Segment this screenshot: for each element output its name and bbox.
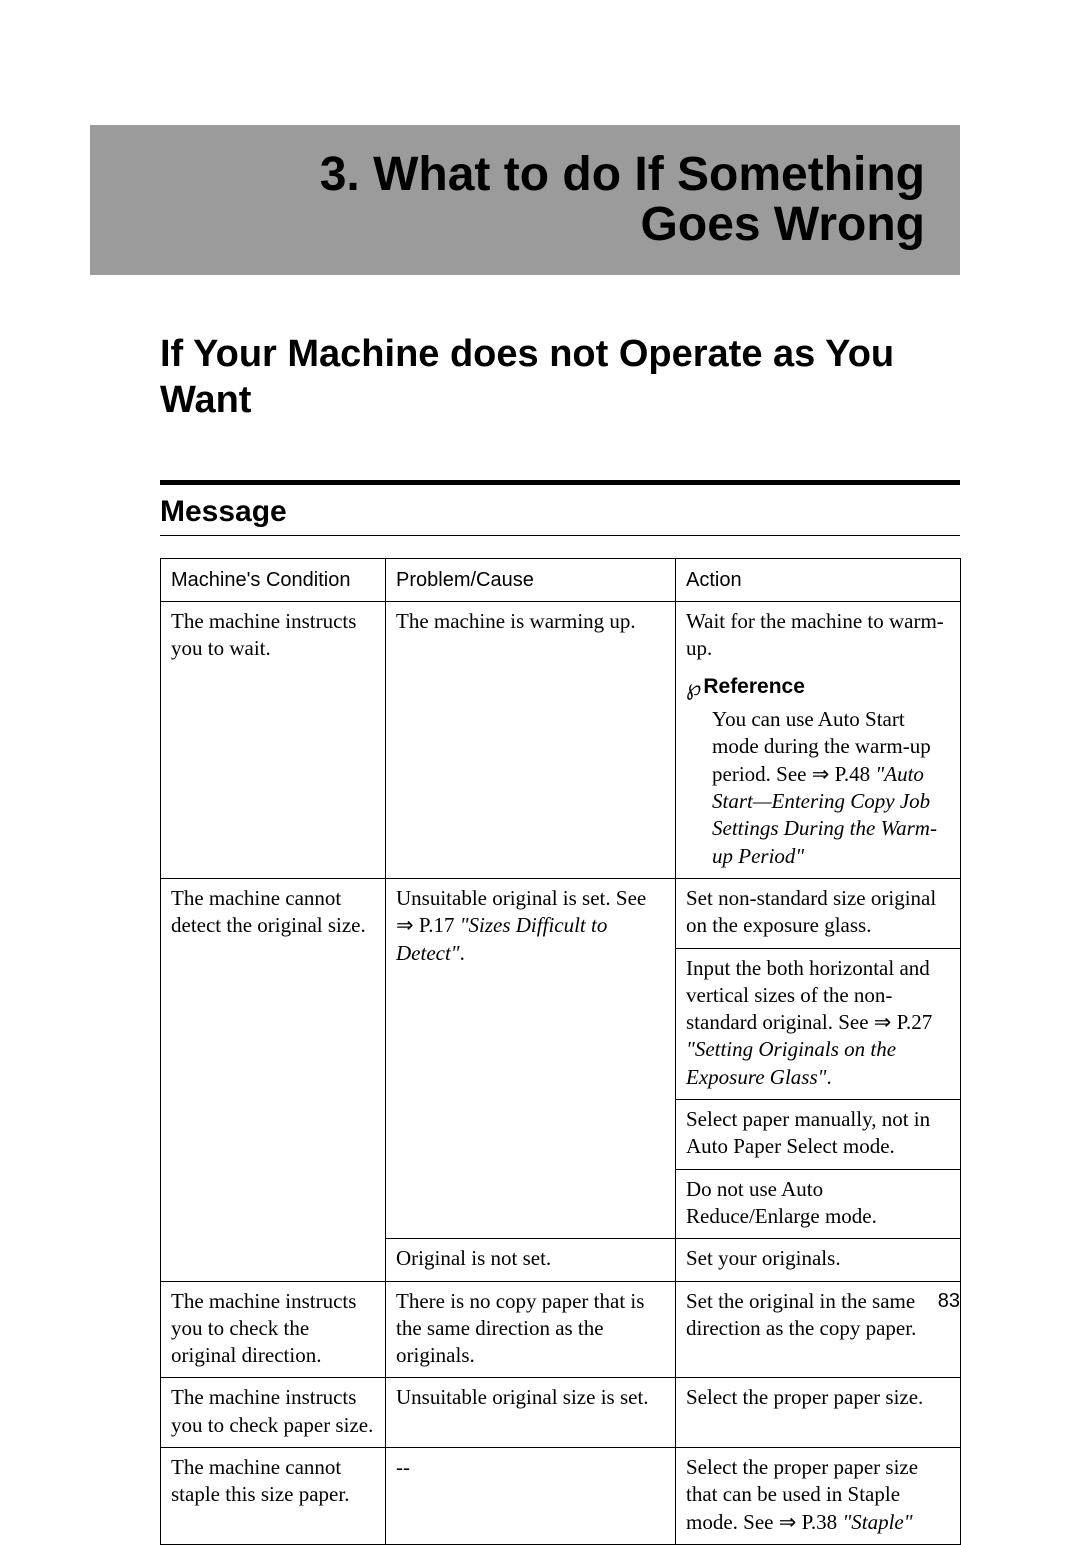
cell-condition: The machine instructs you to check the o… [161, 1281, 386, 1378]
chapter-title: 3. What to do If SomethingGoes Wrong [320, 150, 925, 251]
cell-action: Input the both horizontal and vertical s… [676, 948, 961, 1099]
chapter-title-text: What to do If SomethingGoes Wrong [373, 148, 925, 251]
table-row: The machine instructs you to check paper… [161, 1378, 961, 1448]
section-heading: If Your Machine does not Operate as You … [160, 332, 960, 423]
action-text: Input the both horizontal and vertical s… [686, 956, 932, 1035]
page-number: 83 [938, 1290, 960, 1313]
action-italic: "Staple" [842, 1510, 912, 1534]
table-row: The machine instructs you to wait. The m… [161, 602, 961, 879]
cell-action: Select the proper paper size. [676, 1378, 961, 1448]
action-post: . [826, 1065, 831, 1089]
cell-problem: -- [386, 1448, 676, 1545]
cell-problem: The machine is warming up. [386, 602, 676, 879]
col-header-problem: Problem/Cause [386, 559, 676, 602]
reference-icon: ℘ [686, 675, 701, 700]
col-header-action: Action [676, 559, 961, 602]
subsection-heading: Message [160, 495, 287, 529]
chapter-title-bar: 3. What to do If SomethingGoes Wrong [90, 125, 960, 275]
table-row: The machine instructs you to check the o… [161, 1281, 961, 1378]
action-italic: "Setting Originals on the Exposure Glass… [686, 1037, 896, 1088]
cell-problem: There is no copy paper that is the same … [386, 1281, 676, 1378]
cell-problem: Original is not set. [386, 1239, 676, 1281]
cell-condition: The machine cannot staple this size pape… [161, 1448, 386, 1545]
cell-problem: Unsuitable original is set. See ⇒ P.17 "… [386, 878, 676, 1238]
cell-condition: The machine instructs you to check paper… [161, 1378, 386, 1448]
col-header-condition: Machine's Condition [161, 559, 386, 602]
manual-page: 3. What to do If SomethingGoes Wrong If … [0, 0, 1080, 1525]
cell-condition: The machine instructs you to wait. [161, 602, 386, 879]
table-row: The machine cannot staple this size pape… [161, 1448, 961, 1545]
problem-post: . [460, 941, 465, 965]
cell-action: Wait for the machine to warm-up. ℘Refere… [676, 602, 961, 879]
cell-action: Select the proper paper size that can be… [676, 1448, 961, 1545]
cell-condition: The machine cannot detect the original s… [161, 878, 386, 1281]
horizontal-rule [160, 480, 960, 485]
troubleshooting-table: Machine's Condition Problem/Cause Action… [160, 558, 961, 1545]
cell-action: Set your originals. [676, 1239, 961, 1281]
cell-action: Select paper manually, not in Auto Paper… [676, 1100, 961, 1170]
cell-action: Set non-standard size original on the ex… [676, 878, 961, 948]
reference-block: ℘Reference You can use Auto Start mode d… [686, 673, 950, 870]
reference-body: You can use Auto Start mode during the w… [712, 706, 950, 870]
horizontal-rule [160, 535, 960, 536]
cell-action: Set the original in the same direction a… [676, 1281, 961, 1378]
action-text: Wait for the machine to warm-up. [686, 608, 950, 663]
table-row: The machine cannot detect the original s… [161, 878, 961, 948]
table-header-row: Machine's Condition Problem/Cause Action [161, 559, 961, 602]
cell-action: Do not use Auto Reduce/Enlarge mode. [676, 1169, 961, 1239]
reference-label: Reference [703, 675, 805, 698]
cell-problem: Unsuitable original size is set. [386, 1378, 676, 1448]
chapter-number: 3. [320, 148, 360, 201]
